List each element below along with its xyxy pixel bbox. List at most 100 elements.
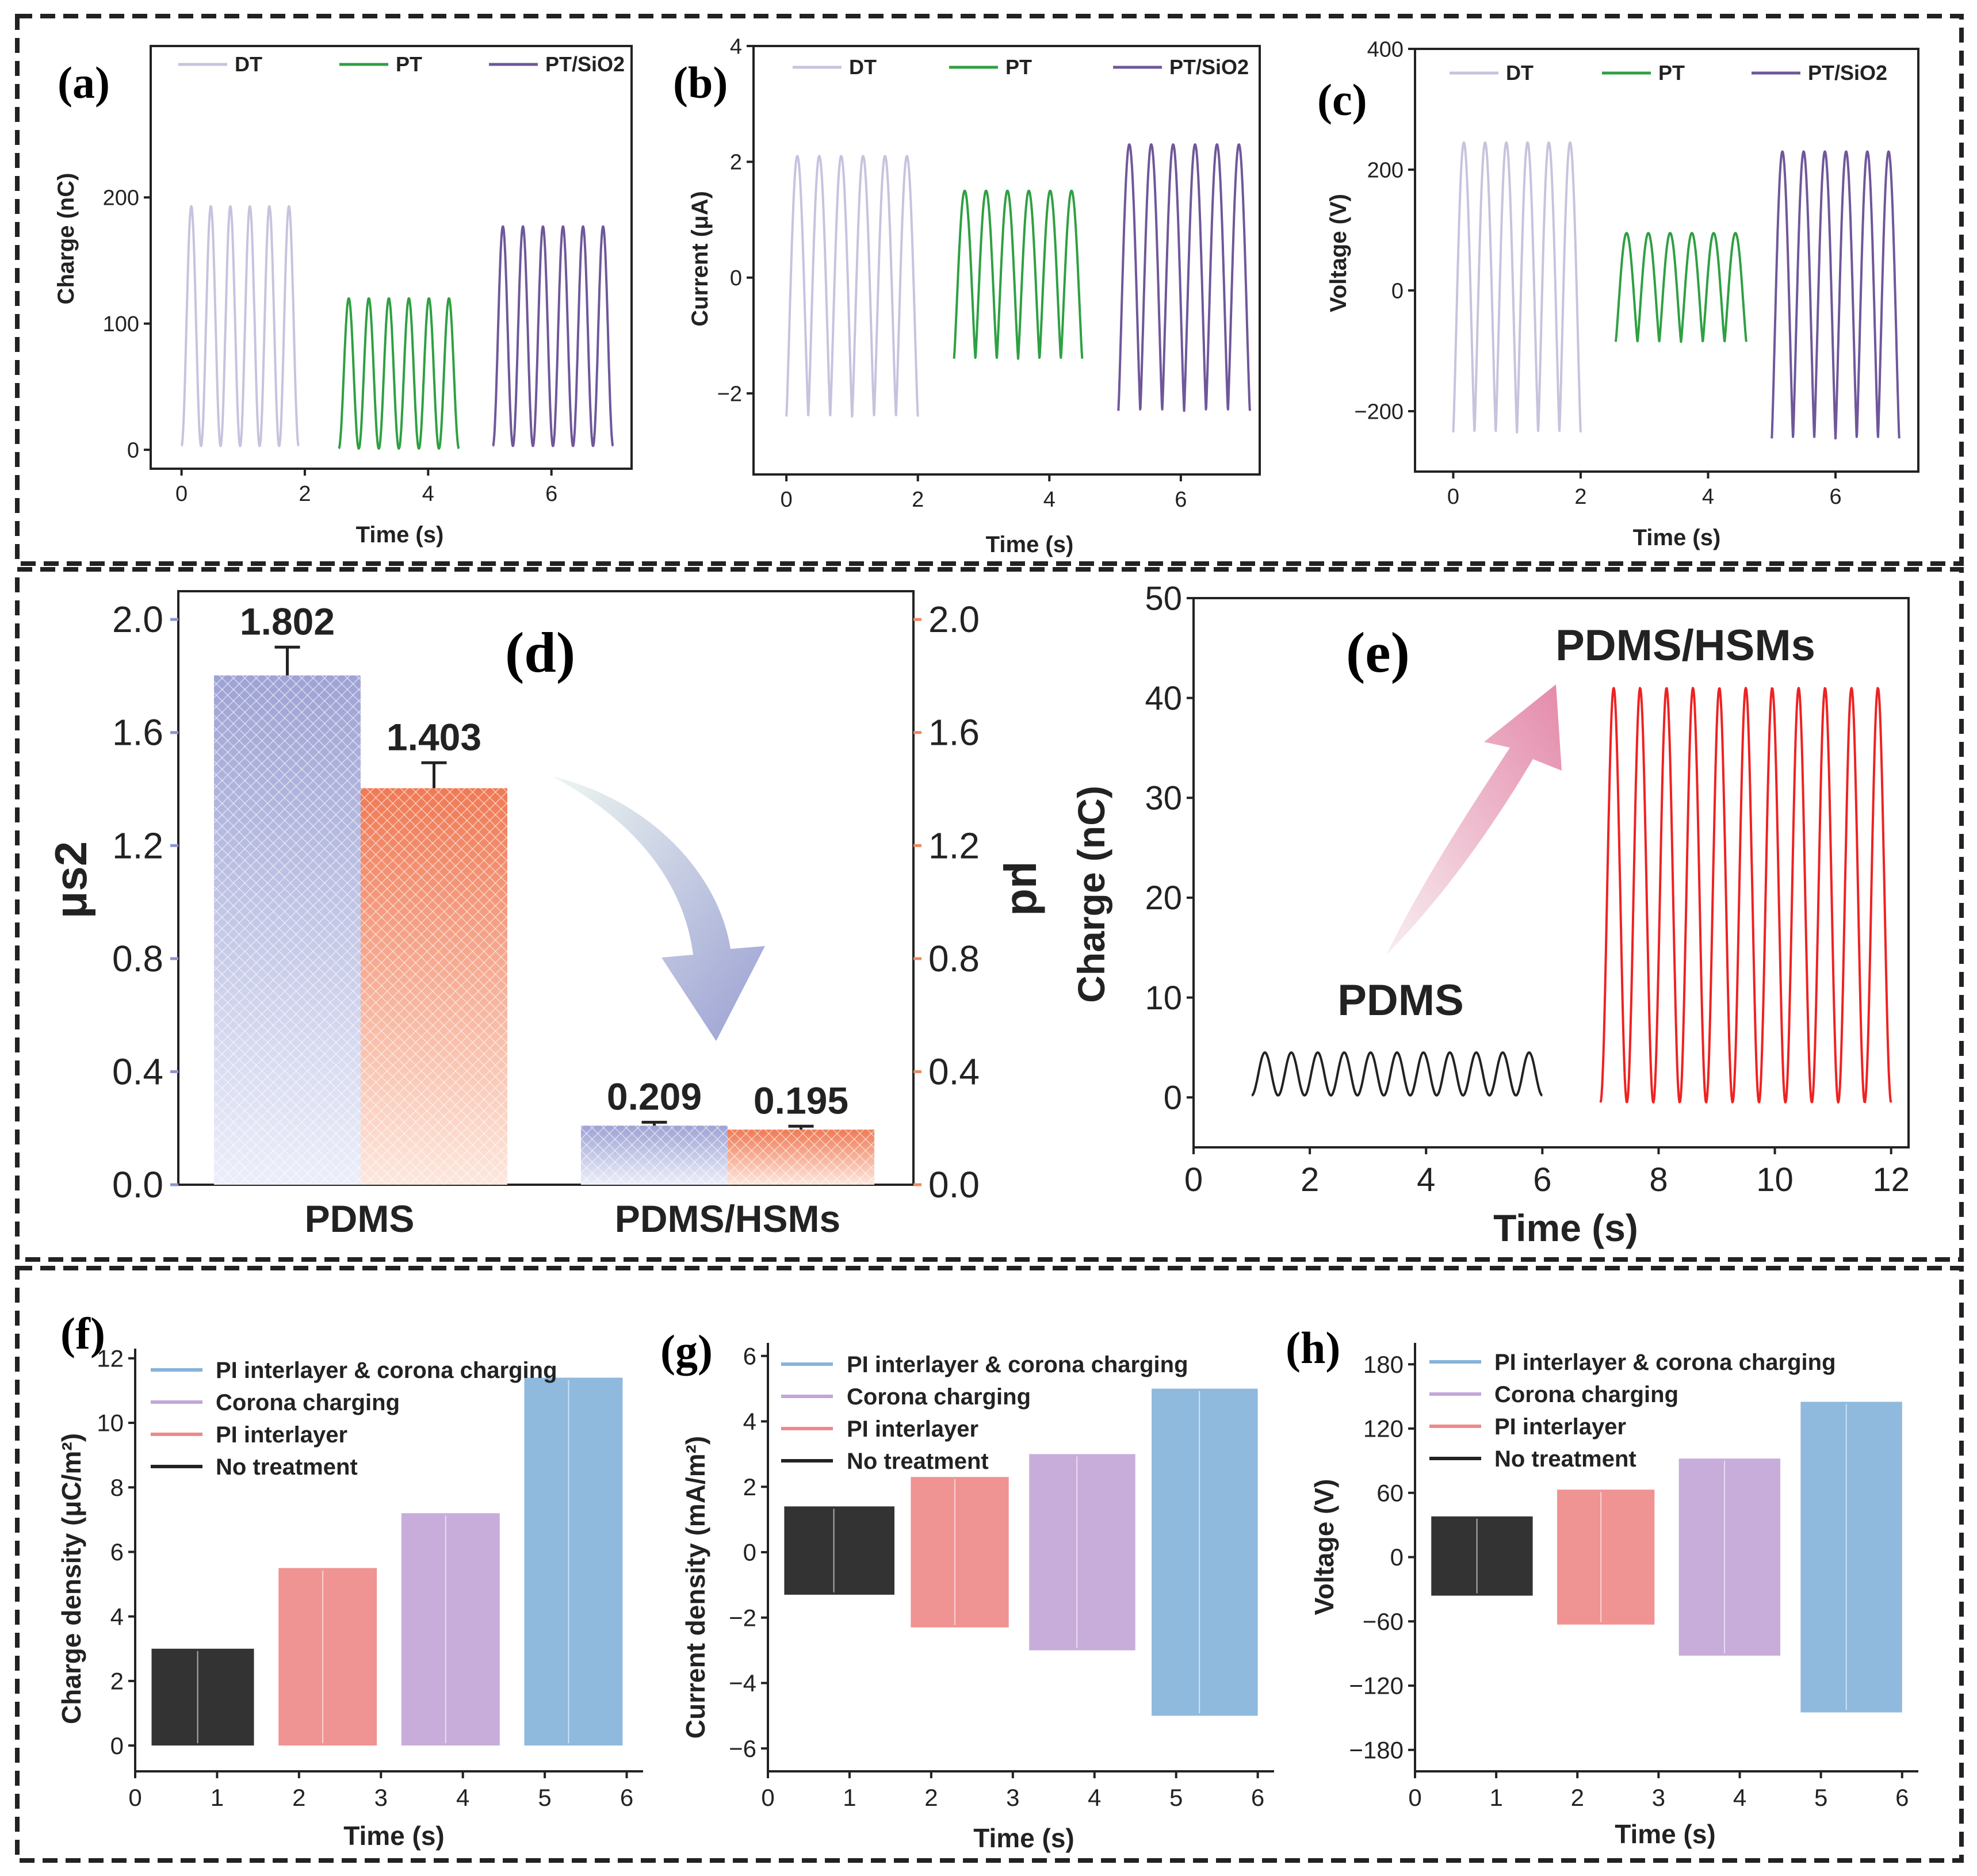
annotation-pdms-hsms: PDMS/HSMs: [1555, 621, 1815, 670]
band-g-pi-interlayer-corona-charging: [1152, 1388, 1258, 1716]
ylabel-h: Voltage (V): [1309, 1479, 1339, 1615]
legend-label-h-2: PI interlayer: [1494, 1414, 1626, 1439]
series-b-pt: [953, 189, 1084, 360]
axes-frame-c: [1414, 48, 1919, 473]
xtick-label-e: 4: [1417, 1161, 1435, 1199]
panel-label-b: (b): [673, 58, 728, 108]
legend-label-b-dt: DT: [849, 55, 877, 79]
increase-arrow-icon: [1386, 684, 1562, 955]
ylabel-c: Voltage (V): [1326, 194, 1351, 312]
band-g-pi-interlayer: [911, 1477, 1009, 1628]
ylabel-b: Current (μA): [687, 191, 713, 327]
ylabel-e: Charge (nC): [1070, 786, 1112, 1003]
band-h-pi-interlayer-corona-charging: [1800, 1402, 1902, 1713]
xtick-label-h: 3: [1652, 1784, 1665, 1811]
ytick-label-d-right: 0.0: [928, 1164, 980, 1205]
xtick-label-f: 4: [456, 1784, 469, 1811]
series-e-pdms-hsms: [1599, 687, 1892, 1104]
xtick-label-e: 2: [1301, 1161, 1319, 1199]
panel-label-e: (e): [1346, 621, 1410, 684]
band-f-pi-interlayer: [278, 1568, 377, 1746]
xtick-label-e: 6: [1533, 1161, 1551, 1199]
band-g-no-treatment: [784, 1506, 894, 1595]
xtick-label-f: 2: [292, 1784, 305, 1811]
bar-hatch: [214, 675, 361, 1185]
xtick-label-b: 6: [1175, 488, 1187, 512]
ytick-label-c: −200: [1354, 400, 1404, 424]
legend-label-f-0: PI interlayer & corona charging: [216, 1358, 557, 1383]
legend-label-g-3: No treatment: [847, 1449, 989, 1474]
section-frame-bottom: [15, 1266, 1964, 1863]
series-a-pt: [338, 297, 460, 450]
xtick-label-f: 6: [620, 1784, 633, 1811]
ytick-label-d-left: 0.4: [112, 1051, 163, 1092]
bar-value-label: 1.802: [240, 600, 335, 642]
decrease-arrow-icon: [552, 776, 765, 1041]
ytick-label-b: 2: [730, 151, 742, 175]
band-h-pi-interlayer: [1557, 1490, 1655, 1625]
legend-label-h-0: PI interlayer & corona charging: [1494, 1350, 1836, 1375]
ytick-label-d-right: 1.6: [928, 712, 980, 753]
ytick-label-d-right: 0.8: [928, 938, 980, 979]
xtick-label-a: 4: [422, 482, 434, 506]
legend-label-f-2: PI interlayer: [216, 1422, 347, 1448]
xtick-label-f: 5: [538, 1784, 551, 1811]
xlabel-a: Time (s): [356, 522, 444, 548]
series-a-pt-sio2: [492, 225, 614, 447]
ytick-label-f: 6: [110, 1538, 124, 1565]
xlabel-f: Time (s): [343, 1821, 445, 1851]
ytick-label-b: 0: [730, 266, 742, 290]
xlabel-e: Time (s): [1493, 1207, 1638, 1249]
legend-label-b-pt: PT: [1005, 55, 1032, 79]
ylabel-g: Current density (mA/m²): [680, 1436, 710, 1739]
xtick-label-c: 2: [1574, 485, 1586, 509]
xtick-label-g: 2: [924, 1784, 938, 1811]
xlabel-b: Time (s): [986, 532, 1074, 557]
ytick-label-h: 0: [1390, 1544, 1404, 1571]
legend-label-a-ptsio2: PT/SiO2: [545, 52, 625, 76]
xtick-label-a: 0: [175, 482, 188, 506]
xtick-label-g: 4: [1088, 1784, 1101, 1811]
band-f-corona-charging: [401, 1513, 500, 1746]
legend-label-a-pt: PT: [396, 52, 422, 76]
xtick-label-f: 0: [128, 1784, 142, 1811]
series-b-pt-sio2: [1117, 143, 1251, 412]
band-h-corona-charging: [1678, 1458, 1781, 1656]
ytick-label-g: 6: [743, 1342, 756, 1369]
ytick-label-e: 40: [1145, 680, 1182, 717]
bar-value-label: 0.195: [754, 1079, 848, 1121]
panel-label-a: (a): [58, 58, 110, 108]
ytick-label-e: 0: [1164, 1079, 1182, 1116]
xtick-label-f: 1: [211, 1784, 224, 1811]
panel-label-g: (g): [660, 1326, 713, 1376]
ylabel-a: Charge (nC): [53, 173, 79, 305]
xtick-label-h: 0: [1408, 1784, 1421, 1811]
ytick-label-h: −60: [1363, 1608, 1404, 1635]
band-h-no-treatment: [1431, 1516, 1533, 1596]
legend-label-f-1: Corona charging: [216, 1390, 400, 1415]
legend-label-f-3: No treatment: [216, 1454, 358, 1480]
xlabel-g: Time (s): [973, 1823, 1074, 1853]
panel-label-h: (h): [1286, 1323, 1340, 1373]
ytick-label-c: 0: [1391, 279, 1404, 303]
xlabel-h: Time (s): [1615, 1819, 1716, 1849]
legend-label-c-ptsio2: PT/SiO2: [1808, 61, 1887, 85]
axes-frame-e: [1192, 597, 1910, 1148]
band-f-no-treatment: [151, 1648, 254, 1746]
xtick-label-e: 8: [1649, 1161, 1668, 1199]
xtick-label-h: 1: [1489, 1784, 1502, 1811]
ytick-label-f: 4: [110, 1603, 124, 1630]
xtick-label-e: 10: [1756, 1161, 1794, 1199]
ytick-label-e: 10: [1145, 979, 1182, 1017]
ytick-label-a: 200: [103, 186, 139, 210]
panel-label-f: (f): [60, 1308, 105, 1358]
xtick-label-g: 1: [843, 1784, 856, 1811]
ylabel-f: Charge density (μC/m²): [56, 1433, 86, 1724]
ytick-label-c: 200: [1367, 158, 1404, 182]
ytick-label-e: 20: [1145, 879, 1182, 917]
bar-value-label: 1.403: [387, 715, 481, 758]
legend-label-c-dt: DT: [1506, 61, 1534, 85]
panel-d-bars: 0.0 0.0 0.4 0.4 0.8 0.8 1.2 1.2 1.6 1.6 2.0 2.0 1.80…: [112, 590, 980, 1205]
legend-label-h-3: No treatment: [1494, 1446, 1636, 1472]
